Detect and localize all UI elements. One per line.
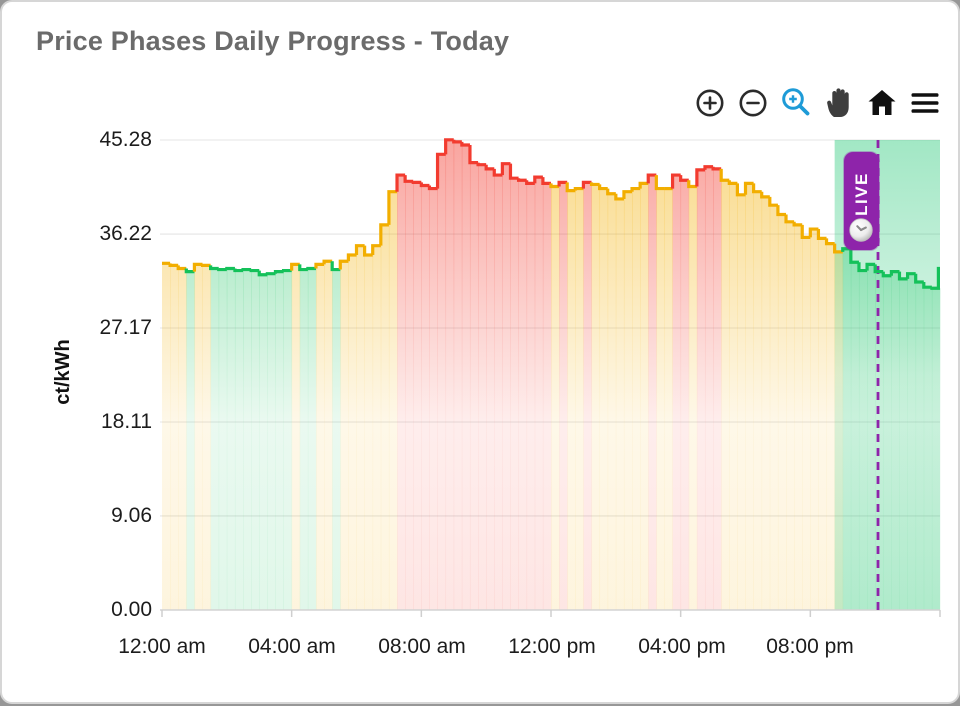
y-tick-label: 9.06 <box>57 504 152 528</box>
live-badge-label: LIVE <box>852 172 872 216</box>
x-tick-label: 08:00 pm <box>735 635 885 659</box>
x-tick-label: 12:00 am <box>87 635 237 659</box>
x-tick-marks <box>162 610 940 617</box>
y-tick-label: 45.28 <box>57 128 152 152</box>
x-tick-label: 04:00 am <box>217 635 367 659</box>
y-tick-label: 0.00 <box>57 598 152 622</box>
plot-area[interactable] <box>162 140 940 610</box>
y-tick-label: 18.11 <box>57 410 152 434</box>
x-tick-label: 12:00 pm <box>477 635 627 659</box>
x-tick-label: 08:00 am <box>347 635 497 659</box>
clock-icon <box>848 217 874 243</box>
y-tick-label: 36.22 <box>57 222 152 246</box>
live-badge: LIVE <box>844 152 879 250</box>
y-tick-label: 27.17 <box>57 316 152 340</box>
